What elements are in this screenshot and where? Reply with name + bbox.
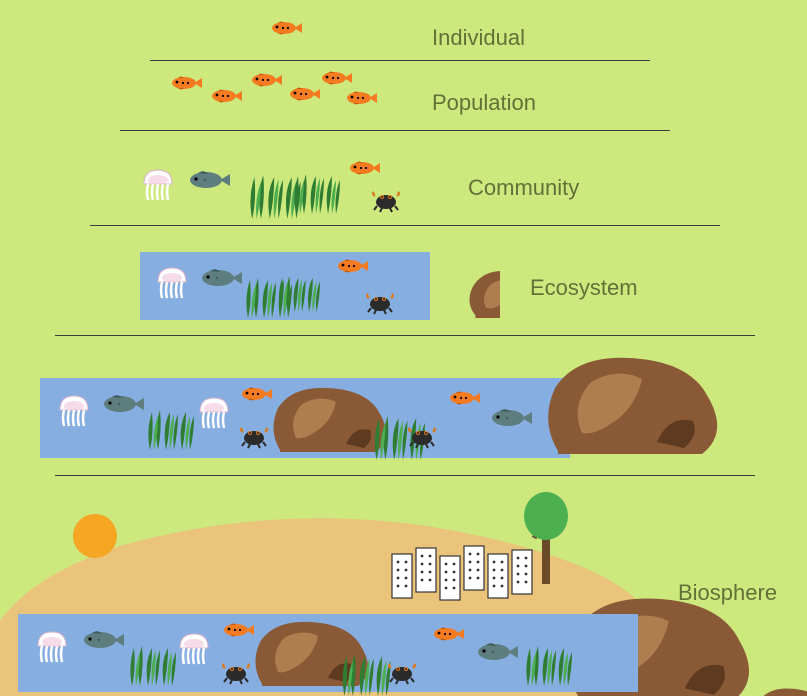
illus-biome (40, 350, 760, 470)
label-ecosystem: Ecosystem (530, 275, 638, 301)
divider-3 (90, 225, 720, 226)
divider-2 (120, 130, 670, 131)
divider-4 (55, 335, 755, 336)
label-community: Community (468, 175, 579, 201)
illus-community (140, 142, 460, 222)
illus-ecosystem (140, 240, 500, 330)
label-population: Population (432, 90, 536, 116)
illus-population (170, 70, 420, 125)
divider-1 (150, 60, 650, 61)
divider-5 (55, 475, 755, 476)
label-individual: Individual (432, 25, 525, 51)
illus-biosphere (0, 486, 807, 696)
illus-individual (270, 20, 310, 40)
